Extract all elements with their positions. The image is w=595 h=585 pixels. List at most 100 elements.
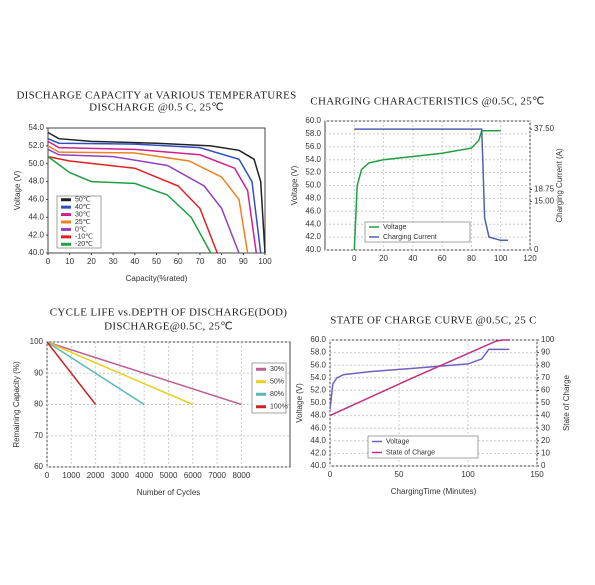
y2-tick-label: 80 [541, 360, 550, 369]
y2-tick-label: 15.00 [534, 197, 555, 206]
y-tick-label: 48.0 [305, 194, 321, 203]
y-tick-label: 70 [34, 431, 43, 440]
y-axis-label: Voltage (V) [295, 383, 304, 423]
legend-label: Charging Current [383, 234, 437, 241]
y-tick-label: 58.0 [310, 348, 326, 357]
legend-box [364, 221, 471, 243]
y2-tick-label: 30 [541, 423, 550, 432]
x-tick-label: 100 [494, 254, 508, 263]
series-line [46, 341, 194, 406]
chart-title: STATE OF CHARGE CURVE @0.5C, 25 C [330, 315, 537, 327]
x-tick-label: 0 [352, 254, 357, 263]
y-tick-label: 58.0 [305, 129, 321, 138]
y-tick-label: 52.0 [305, 168, 321, 177]
series-line [329, 348, 510, 410]
y-tick-label: 42.0 [28, 230, 44, 239]
x-tick-label: 0 [45, 471, 50, 480]
chart-title: CHARGING CHARACTERISTICS @0.5C, 25℃ [310, 96, 544, 108]
x-tick-label: 7000 [208, 471, 226, 480]
legend-label: -10℃ [75, 234, 93, 241]
y-tick-label: 90 [34, 368, 43, 377]
y-tick-label: 54.0 [310, 373, 326, 382]
x-tick-label: 4000 [135, 471, 153, 480]
x-tick-label: 100 [258, 257, 272, 266]
x-tick-label: 40 [130, 257, 139, 266]
chart-subtitle: DISCHARGE@0.5C, 25℃ [104, 321, 233, 333]
x-tick-label: 3000 [111, 471, 129, 480]
x-tick-label: 90 [239, 257, 248, 266]
y-tick-label: 40.0 [310, 461, 326, 470]
legend-label: 30℃ [75, 211, 91, 218]
legend-label: -20℃ [75, 241, 93, 248]
x-tick-label: 0 [46, 257, 51, 266]
series-line [47, 155, 212, 254]
legend-box [367, 435, 479, 459]
legend-box [56, 195, 102, 249]
series-line [47, 148, 240, 254]
x-tick-label: 100 [461, 470, 475, 479]
x-tick-label: 60 [438, 254, 447, 263]
y-tick-label: 100 [30, 337, 44, 346]
y2-tick-label: 0 [541, 461, 546, 470]
y2-axis-label: State of Charge [562, 374, 571, 431]
y2-tick-label: 90 [541, 348, 550, 357]
y2-tick-label: 18.75 [534, 185, 555, 194]
x-tick-label: 150 [530, 470, 544, 479]
y-tick-label: 50.0 [305, 181, 321, 190]
y2-tick-label: 50 [541, 398, 550, 407]
x-tick-label: 10 [65, 257, 74, 266]
series-line [329, 339, 510, 417]
legend-label: 50℃ [75, 197, 91, 204]
legend-label: Voltage [383, 224, 406, 231]
series-line [354, 128, 508, 242]
series-line [47, 155, 218, 254]
series-line [47, 131, 266, 254]
y-tick-label: 52.0 [310, 386, 326, 395]
legend-label: 25℃ [75, 219, 91, 226]
legend-label: 100% [270, 404, 288, 411]
legend-label: Voltage [386, 438, 409, 445]
legend-label: State of Charge [386, 449, 435, 456]
y-tick-label: 60.0 [310, 335, 326, 344]
y2-tick-label: 10 [541, 449, 550, 458]
x-tick-label: 6000 [184, 471, 202, 480]
y-tick-label: 40.0 [305, 245, 321, 254]
x-tick-label: 70 [195, 257, 204, 266]
y2-axis-label: Charging Current (A) [555, 148, 564, 223]
y-tick-label: 52.0 [28, 141, 44, 150]
y-tick-label: 40.0 [28, 248, 44, 257]
x-axis-label: Number of Cycles [137, 488, 201, 497]
y-tick-label: 46.0 [28, 195, 44, 204]
series-line [47, 138, 262, 254]
y-tick-label: 46.0 [310, 423, 326, 432]
x-tick-label: 50 [152, 257, 161, 266]
series-line [47, 145, 249, 254]
legend-label: 50% [270, 379, 284, 386]
x-tick-label: 80 [217, 257, 226, 266]
y-tick-label: 54.0 [28, 123, 44, 132]
x-tick-label: 5000 [160, 471, 178, 480]
y-tick-label: 48.0 [28, 177, 44, 186]
y-tick-label: 42.0 [305, 232, 321, 241]
y2-tick-label: 40 [541, 411, 550, 420]
x-tick-label: 50 [395, 470, 404, 479]
series-line [46, 341, 97, 405]
x-tick-label: 30 [109, 257, 118, 266]
y2-tick-label: 0 [534, 245, 539, 254]
chart-title: DISCHARGE CAPACITY at VARIOUS TEMPERATUR… [16, 90, 296, 102]
y-tick-label: 80 [34, 400, 43, 409]
y-tick-label: 56.0 [305, 142, 321, 151]
y-tick-label: 50.0 [28, 159, 44, 168]
y2-tick-label: 20 [541, 436, 550, 445]
y-tick-label: 44.0 [28, 212, 44, 221]
series-line [47, 140, 258, 254]
y2-tick-label: 37.50 [534, 124, 555, 133]
y-axis-label: Voltage (V) [13, 170, 22, 210]
x-tick-label: 2000 [87, 471, 105, 480]
x-tick-label: 40 [408, 254, 417, 263]
x-tick-label: 80 [467, 254, 476, 263]
y-tick-label: 48.0 [310, 411, 326, 420]
y-axis-label: Voltage (V) [290, 165, 299, 205]
y-tick-label: 50.0 [310, 398, 326, 407]
